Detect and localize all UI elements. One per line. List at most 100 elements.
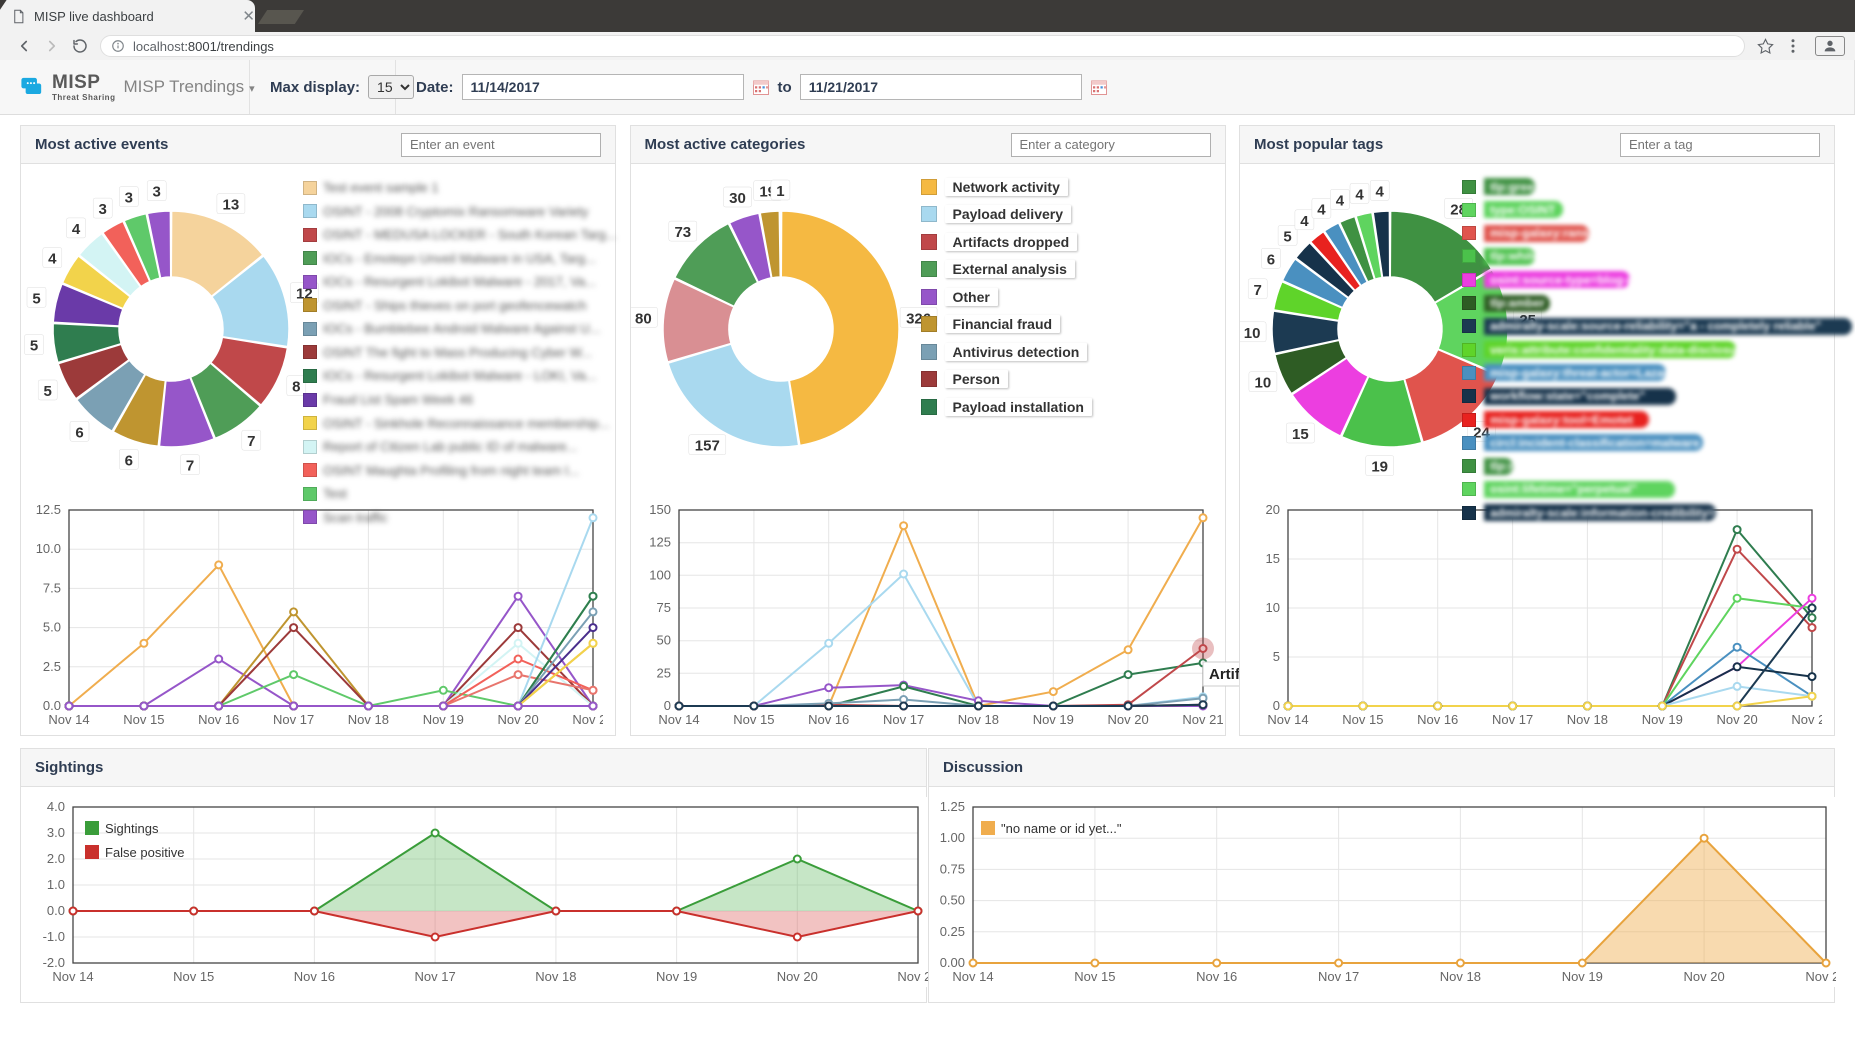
svg-text:3: 3	[99, 201, 107, 218]
svg-text:Nov 21: Nov 21	[1805, 969, 1836, 984]
svg-text:Nov 15: Nov 15	[173, 969, 214, 984]
svg-text:Nov 20: Nov 20	[777, 969, 818, 984]
svg-text:6: 6	[125, 452, 133, 469]
svg-text:4.0: 4.0	[47, 799, 65, 814]
svg-text:-2.0: -2.0	[43, 955, 65, 970]
svg-text:100: 100	[649, 567, 671, 582]
svg-text:4: 4	[72, 221, 81, 238]
svg-text:Nov 17: Nov 17	[1318, 969, 1359, 984]
svg-text:5: 5	[44, 383, 52, 400]
svg-text:75: 75	[656, 600, 670, 615]
svg-text:4: 4	[1336, 192, 1345, 209]
svg-text:0.50: 0.50	[940, 893, 965, 908]
svg-text:4: 4	[1317, 201, 1326, 218]
svg-text:Nov 21: Nov 21	[897, 969, 928, 984]
svg-text:7: 7	[1254, 282, 1262, 299]
svg-text:-1.0: -1.0	[43, 929, 65, 944]
svg-text:5: 5	[30, 338, 38, 355]
svg-text:Nov 16: Nov 16	[294, 969, 335, 984]
svg-text:1.0: 1.0	[47, 877, 65, 892]
svg-text:Nov 17: Nov 17	[273, 712, 314, 727]
svg-text:Nov 15: Nov 15	[1342, 712, 1383, 727]
svg-text:5: 5	[1283, 228, 1291, 245]
svg-text:Nov 16: Nov 16	[198, 712, 239, 727]
svg-text:Nov 14: Nov 14	[48, 712, 89, 727]
svg-text:2.5: 2.5	[43, 659, 61, 674]
svg-text:Nov 20: Nov 20	[497, 712, 538, 727]
svg-text:1.00: 1.00	[940, 830, 965, 845]
svg-text:3: 3	[125, 190, 133, 207]
svg-text:157: 157	[694, 438, 719, 455]
svg-text:2.0: 2.0	[47, 851, 65, 866]
svg-text:13: 13	[223, 197, 240, 214]
svg-text:Nov 18: Nov 18	[1567, 712, 1608, 727]
svg-text:7: 7	[247, 433, 255, 450]
svg-text:6: 6	[75, 424, 83, 441]
svg-text:0: 0	[663, 698, 670, 713]
svg-text:10: 10	[1266, 600, 1280, 615]
svg-text:10.0: 10.0	[36, 541, 61, 556]
svg-text:5: 5	[32, 290, 40, 307]
svg-text:73: 73	[674, 224, 691, 241]
svg-text:7: 7	[186, 458, 194, 475]
svg-text:False positive: False positive	[105, 845, 184, 860]
svg-text:Nov 20: Nov 20	[1683, 969, 1724, 984]
svg-text:20: 20	[1266, 502, 1280, 517]
svg-text:10: 10	[1255, 375, 1272, 392]
svg-text:Nov 14: Nov 14	[952, 969, 993, 984]
svg-text:Nov 16: Nov 16	[1196, 969, 1237, 984]
svg-text:Nov 19: Nov 19	[1032, 712, 1073, 727]
svg-text:Sightings: Sightings	[105, 821, 159, 836]
svg-text:12.5: 12.5	[36, 502, 61, 517]
svg-text:150: 150	[649, 502, 671, 517]
svg-text:Nov 19: Nov 19	[423, 712, 464, 727]
svg-text:"no name or id yet...": "no name or id yet..."	[1001, 821, 1122, 836]
svg-text:Nov 14: Nov 14	[658, 712, 699, 727]
svg-text:Nov 18: Nov 18	[348, 712, 389, 727]
svg-text:7.5: 7.5	[43, 580, 61, 595]
svg-text:19: 19	[1371, 459, 1388, 476]
svg-text:5.0: 5.0	[43, 620, 61, 635]
svg-text:50: 50	[656, 633, 670, 648]
svg-text:30: 30	[729, 190, 746, 207]
svg-text:Nov 21: Nov 21	[1791, 712, 1822, 727]
svg-text:10: 10	[1244, 325, 1261, 342]
svg-text:4: 4	[1355, 186, 1364, 203]
svg-text:Nov 16: Nov 16	[808, 712, 849, 727]
svg-text:Nov 17: Nov 17	[882, 712, 923, 727]
svg-text:Nov 16: Nov 16	[1417, 712, 1458, 727]
svg-text:0.0: 0.0	[43, 698, 61, 713]
svg-text:80: 80	[635, 310, 652, 327]
svg-text:Nov 17: Nov 17	[414, 969, 455, 984]
svg-text:6: 6	[1267, 251, 1275, 268]
svg-text:15: 15	[1266, 551, 1280, 566]
svg-text:Nov 15: Nov 15	[123, 712, 164, 727]
svg-text:Nov 21: Nov 21	[1182, 712, 1223, 727]
svg-text:0.0: 0.0	[47, 903, 65, 918]
svg-text:Nov 21: Nov 21	[572, 712, 603, 727]
svg-text:Nov 17: Nov 17	[1492, 712, 1533, 727]
svg-text:Nov 15: Nov 15	[733, 712, 774, 727]
svg-text:0: 0	[1273, 698, 1280, 713]
svg-text:4: 4	[48, 251, 57, 268]
svg-text:Nov 20: Nov 20	[1716, 712, 1757, 727]
svg-text:Nov 18: Nov 18	[535, 969, 576, 984]
svg-text:Nov 20: Nov 20	[1107, 712, 1148, 727]
svg-text:15: 15	[1292, 426, 1309, 443]
svg-text:25: 25	[656, 665, 670, 680]
svg-text:Nov 14: Nov 14	[52, 969, 93, 984]
svg-text:Nov 19: Nov 19	[1562, 969, 1603, 984]
svg-text:1: 1	[776, 183, 784, 200]
svg-text:8: 8	[292, 379, 300, 396]
svg-text:0.75: 0.75	[940, 861, 965, 876]
svg-text:Nov 15: Nov 15	[1074, 969, 1115, 984]
svg-text:125: 125	[649, 535, 671, 550]
svg-text:0.00: 0.00	[940, 955, 965, 970]
svg-text:Nov 18: Nov 18	[1440, 969, 1481, 984]
svg-text:0.25: 0.25	[940, 924, 965, 939]
svg-text:Nov 19: Nov 19	[1642, 712, 1683, 727]
svg-text:Nov 18: Nov 18	[957, 712, 998, 727]
svg-text:1.25: 1.25	[940, 799, 965, 814]
svg-text:3: 3	[153, 184, 161, 201]
svg-text:4: 4	[1376, 183, 1385, 200]
